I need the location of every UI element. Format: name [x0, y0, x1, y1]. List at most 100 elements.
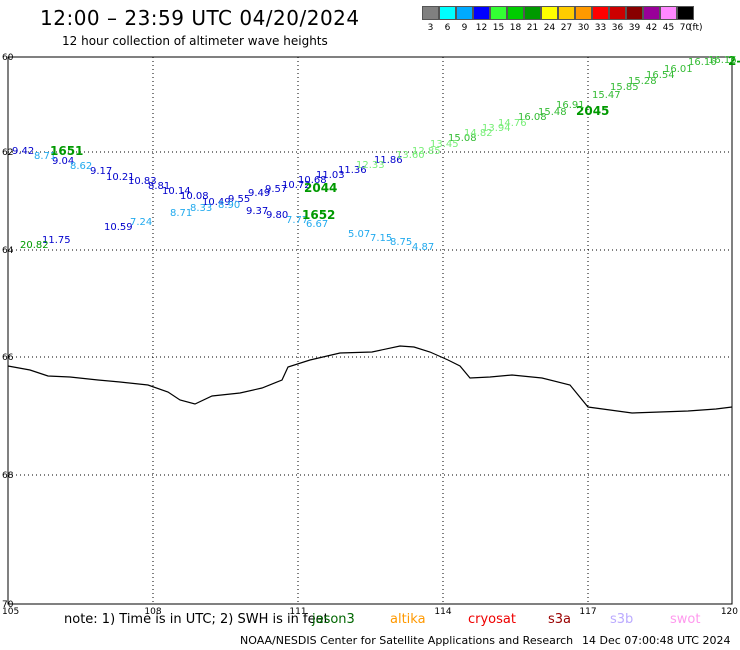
map-frame: [7, 56, 733, 605]
wave-height-value: 9.49: [248, 188, 270, 199]
wave-height-value: 15.08: [448, 133, 477, 144]
colorbar-label: 42: [645, 23, 658, 33]
colorbar-label: 36: [611, 23, 624, 33]
wave-height-value: 16.91: [556, 100, 585, 111]
wave-height-value: 16.16: [708, 55, 737, 66]
wave-height-value: 14.82: [464, 128, 493, 139]
wave-height-value: 15.85: [610, 82, 639, 93]
colorbar-label: 3: [427, 23, 434, 33]
satellite-s3b: s3b: [610, 612, 634, 627]
wave-height-value: 8.62: [70, 161, 92, 172]
colorbar-unit: (ft): [689, 23, 703, 33]
wave-height-value: 15.48: [538, 107, 567, 118]
wave-height-value: 16.54: [646, 70, 675, 81]
wave-height-value: 9.57: [265, 184, 287, 195]
pass-time-label: 1652: [302, 208, 335, 222]
colorbar-label: 33: [594, 23, 607, 33]
longitude-tick-label: 108: [144, 607, 161, 617]
pass-time-label: 2-: [728, 54, 740, 68]
colorbar-swatch: [558, 6, 575, 20]
wave-height-value: 11.36: [338, 165, 367, 176]
coastline: [7, 345, 733, 414]
wave-height-value: 5.07: [348, 229, 370, 240]
colorbar-label: 70: [679, 23, 692, 33]
wave-height-value: 8.71: [34, 151, 56, 162]
longitude-tick-label: 111: [289, 607, 306, 617]
longitude-tick-label: 114: [434, 607, 451, 617]
colorbar-swatch: [609, 6, 626, 20]
wave-height-value: 9.42: [12, 146, 34, 157]
wave-height-value: 9.37: [246, 206, 268, 217]
wave-height-value: 10.72: [282, 180, 311, 191]
wave-height-value: 10.14: [162, 186, 191, 197]
wave-height-value: 10.08: [180, 191, 209, 202]
colorbar-swatch: [677, 6, 694, 20]
colorbar-swatch: [626, 6, 643, 20]
longitude-tick-label: 105: [2, 607, 19, 617]
colorbar-swatch: [524, 6, 541, 20]
wave-height-value: 7.15: [370, 233, 392, 244]
colorbar-swatch: [643, 6, 660, 20]
colorbar-label: 39: [628, 23, 641, 33]
wave-height-value: 13.45: [430, 139, 459, 150]
colorbar-swatch: [592, 6, 609, 20]
latitude-tick-label: 66: [2, 353, 14, 363]
wave-height-value: 8.90: [218, 200, 240, 211]
colorbar-label: 45: [662, 23, 675, 33]
colorbar-label: 9: [461, 23, 468, 33]
wave-height-value: 16.08: [518, 112, 547, 123]
colorbar-label: 21: [526, 23, 539, 33]
wave-height-value: 10.59: [104, 222, 133, 233]
latitude-tick-label: 62: [2, 148, 13, 158]
pass-time-label: 2045: [576, 104, 609, 118]
page-subtitle: 12 hour collection of altimeter wave hei…: [62, 34, 328, 48]
satellite-s3a: s3a: [548, 612, 572, 627]
wave-height-value: 10.83: [128, 176, 157, 187]
wave-height-value: 11.03: [316, 170, 345, 181]
colorbar-swatch: [422, 6, 439, 20]
time-unit-note: note: 1) Time is in UTC; 2) SWH is in fe…: [64, 612, 329, 627]
wave-height-value: 6.67: [306, 219, 328, 230]
wave-height-labels: 9.42 9.04 9.1710.2110.838.8110.1410.0810.4…: [12, 54, 740, 253]
wave-height-value: 14.76: [498, 118, 527, 129]
map-grid: [7, 56, 733, 605]
colorbar-swatch: [660, 6, 677, 20]
colorbar-label: 6: [444, 23, 451, 33]
wave-height-value: 12.33: [356, 160, 385, 171]
colorbar-swatch: [473, 6, 490, 20]
colorbar-swatch: [507, 6, 524, 20]
wave-height-value: 8.33: [190, 203, 212, 214]
wave-height-value: 9.17: [90, 166, 112, 177]
wave-height-value: 9.80: [266, 210, 288, 221]
pass-time-label: 2044: [304, 181, 337, 195]
wave-height-value: 4.87: [412, 242, 434, 253]
latitude-tick-label: 60: [2, 53, 14, 63]
colorbar-label: 12: [475, 23, 488, 33]
wave-height-value: 10.49: [202, 197, 231, 208]
wave-height-value: 11.75: [42, 235, 71, 246]
colorbar-swatch: [456, 6, 473, 20]
wave-height-value: 16.01: [664, 64, 693, 75]
wave-height-value: 13.60: [396, 150, 425, 161]
longitude-tick-label: 120: [721, 607, 738, 617]
wave-height-value: 11.86: [374, 155, 403, 166]
wave-height-value: 16.16: [688, 57, 717, 68]
colorbar-swatch: [490, 6, 507, 20]
satellite-altika: altika: [390, 612, 426, 627]
coastline-path: [7, 345, 733, 414]
wave-height-value: 13.94: [482, 123, 511, 134]
colorbar-label: 27: [560, 23, 573, 33]
satellite-cryosat: cryosat: [468, 612, 516, 627]
pass-time-label: 1651: [50, 144, 83, 158]
wave-height-value: 7.24: [130, 217, 152, 228]
map-tick-labels: 105 108 111 114 117 120 60 62 64 66 68 70: [2, 53, 738, 617]
wave-height-value: 12.85: [412, 146, 441, 157]
colorbar-label: 15: [492, 23, 505, 33]
wave-height-value: 9.55: [228, 194, 250, 205]
page-title: 12:00 – 23:59 UTC 04/20/2024: [40, 6, 360, 30]
colorbar-swatch: [541, 6, 558, 20]
wave-height-value: 7.77: [286, 215, 308, 226]
footer-credit: NOAA/NESDIS Center for Satellite Applica…: [240, 634, 574, 647]
